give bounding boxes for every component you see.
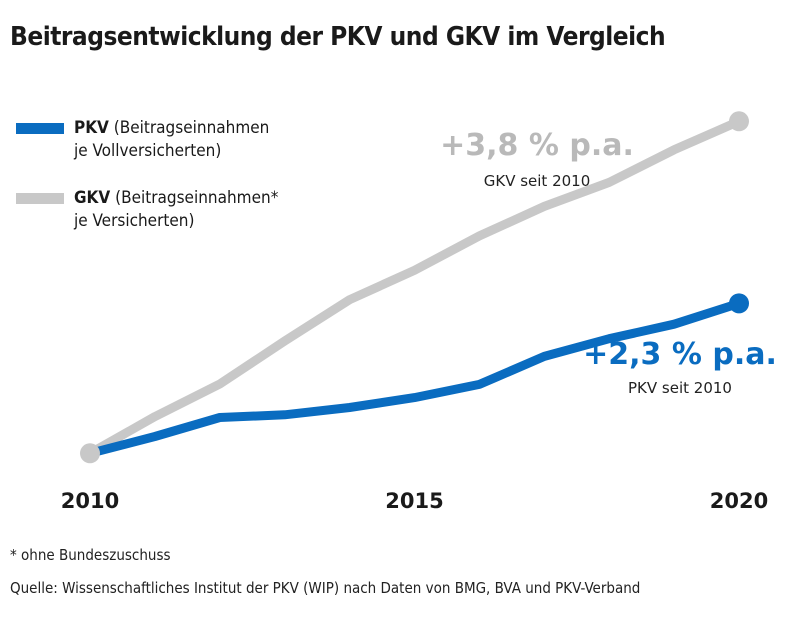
legend-desc1-gkv: (Beitragseinnahmen* — [115, 188, 279, 208]
x-tick-label-2015: 2015 — [385, 489, 443, 513]
line-chart: 2010 2015 2020 +3,8 % p.a. GKV seit 2010 +2,3… — [61, 111, 777, 513]
legend-name-pkv: PKV — [74, 118, 109, 138]
footnote: * ohne Bundeszuschuss — [10, 546, 171, 564]
endpoint-gkv — [729, 111, 749, 132]
legend-desc2-pkv: je Vollversicherten) — [74, 141, 222, 161]
legend-desc2-gkv: je Versicherten) — [74, 211, 195, 231]
annotation-sub-gkv: GKV seit 2010 — [484, 172, 591, 190]
legend: PKV (Beitragseinnahmen je Vollversichert… — [16, 117, 346, 257]
annotation-sub-pkv: PKV seit 2010 — [628, 379, 732, 397]
legend-item-pkv: PKV (Beitragseinnahmen je Vollversichert… — [16, 117, 346, 163]
series-line-gkv — [85, 116, 744, 458]
annotation-rate-pkv: +2,3 % p.a. — [583, 337, 777, 372]
legend-swatch-gkv — [16, 193, 64, 204]
annotation-rate-gkv: +3,8 % p.a. — [440, 128, 634, 163]
x-tick-label-2010: 2010 — [61, 489, 119, 513]
chart-title: Beitragsentwicklung der PKV und GKV im V… — [10, 22, 666, 52]
legend-item-gkv: GKV (Beitragseinnahmen* je Versicherten) — [16, 187, 346, 233]
series-line-pkv — [85, 298, 744, 458]
x-tick-label-2020: 2020 — [710, 489, 768, 513]
legend-desc1-pkv: (Beitragseinnahmen — [113, 118, 270, 138]
source-note: Quelle: Wissenschaftliches Institut der … — [10, 579, 641, 597]
endpoint-pkv — [729, 293, 749, 314]
legend-name-gkv: GKV — [74, 188, 111, 208]
legend-swatch-pkv — [16, 123, 64, 134]
start-point — [80, 443, 100, 464]
